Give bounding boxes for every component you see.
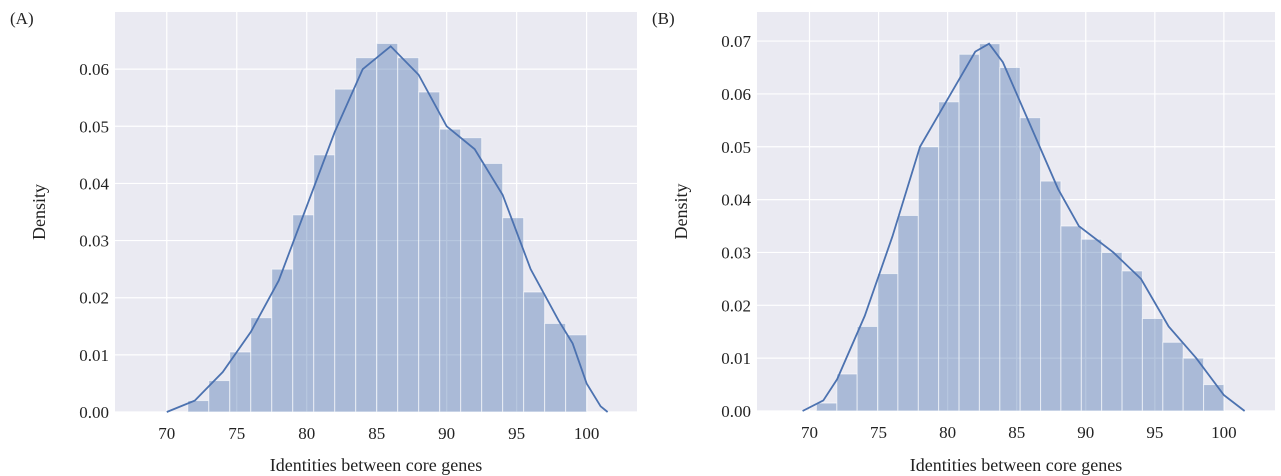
y-tick-label: 0.02 [721,296,751,315]
chart: (B) 0.00 0.01 0.02 0.03 0.04 0.05 0.06 0.07 70 75 8… [652,9,1275,475]
chart: (A) 0.00 0.01 0.02 0.03 0.04 0.05 0.06 70 75 80 85 9… [10,9,637,475]
kde-line [802,42,1246,412]
y-tick-label: 0.06 [721,85,751,104]
x-tick-label: 100 [574,424,600,443]
bar [208,380,231,413]
bar [565,334,588,413]
bar [418,91,441,413]
x-tick-label: 80 [939,423,956,442]
bar [250,317,273,413]
x-tick-label: 90 [1077,423,1094,442]
bar [877,273,899,412]
bar [292,214,315,413]
x-tick-label: 80 [298,424,315,443]
bar [1162,341,1184,412]
bar [1080,238,1103,412]
y-tick-label: 0.00 [721,402,751,421]
bar [523,291,546,413]
bar [334,88,357,413]
x-tick-label: 90 [438,424,455,443]
x-axis-label: Identities between core genes [270,455,482,475]
bar [917,146,940,412]
y-tick-label: 0.03 [79,232,109,251]
x-tick-label: 95 [508,424,525,443]
bar [481,162,504,413]
bar [1040,180,1062,412]
y-tick-label: 0.01 [721,349,751,368]
x-tick-label: 75 [228,424,245,443]
x-tick-label: 75 [870,423,887,442]
plot-area [757,12,1275,411]
bar [355,57,378,413]
bar [978,43,1001,412]
kde-line [166,45,609,413]
bar [397,57,420,413]
bar [897,214,919,412]
y-axis-label: Density [29,184,49,240]
bar [460,137,483,413]
y-tick-label: 0.05 [79,117,109,136]
y-tick-label: 0.01 [79,346,109,365]
y-tick-label: 0.00 [79,403,109,422]
bar [1019,117,1042,412]
bar [815,402,838,412]
bar [836,373,858,412]
bar [376,42,399,413]
bar [856,325,879,412]
y-tick-label: 0.07 [721,32,751,51]
bar [1203,384,1225,412]
x-tick-label: 85 [1008,423,1025,442]
bar [313,154,336,413]
x-tick-label: 85 [368,424,385,443]
y-tick-label: 0.06 [79,60,109,79]
bar [544,322,567,413]
bar [1182,357,1205,412]
bar [1121,270,1143,412]
x-tick-label: 95 [1146,423,1163,442]
y-tick-label: 0.02 [79,289,109,308]
bar [1101,251,1123,412]
bar [271,268,294,413]
bar [439,128,462,413]
y-tick-label: 0.05 [721,138,751,157]
x-tick-label: 100 [1211,423,1237,442]
plot-area [115,12,637,412]
y-tick-label: 0.03 [721,243,751,262]
bar [1060,225,1082,412]
panel-label: (B) [652,9,675,28]
y-tick-label: 0.04 [721,191,751,210]
x-axis-label: Identities between core genes [910,455,1122,475]
y-tick-label: 0.04 [79,174,109,193]
bar [938,101,960,412]
x-tick-label: 70 [158,424,175,443]
bar [502,217,525,413]
bar [999,66,1021,412]
bar [958,53,980,412]
y-axis-label: Density [671,184,691,240]
panel-label: (A) [10,9,34,28]
bar [229,351,252,413]
bar [1141,318,1164,412]
x-tick-label: 70 [801,423,818,442]
